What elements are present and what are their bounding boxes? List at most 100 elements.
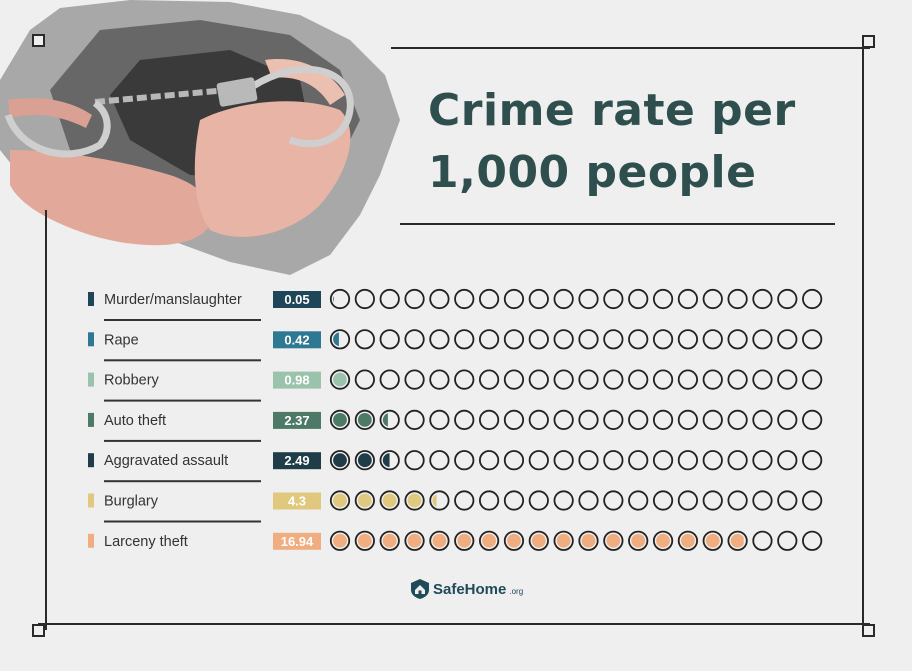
circle-outline <box>603 369 624 390</box>
circle-fill <box>382 493 397 508</box>
title-underline <box>400 223 835 225</box>
circle-outline <box>628 369 649 390</box>
row-separator <box>104 439 261 442</box>
circle-outline <box>478 490 500 511</box>
frame-corner-bl <box>32 624 45 637</box>
circle-outline <box>727 490 748 511</box>
circle-outline <box>702 369 723 390</box>
circle-outline <box>404 409 425 430</box>
circle-fill <box>357 453 372 468</box>
circle-outline <box>752 409 773 430</box>
circle-outline <box>702 490 723 511</box>
category-label: Murder/manslaughter <box>104 292 242 308</box>
circle-outline <box>503 329 525 350</box>
circle-outline <box>379 450 400 471</box>
circle-outline <box>454 409 475 430</box>
circle-outline <box>677 530 699 551</box>
circle-outline <box>553 329 574 350</box>
circle-outline <box>777 530 798 551</box>
circle-outline <box>777 490 798 511</box>
value-badge <box>273 532 321 550</box>
legend-swatch <box>88 453 94 468</box>
circle-fill <box>531 533 546 548</box>
category-label: Auto theft <box>104 413 166 429</box>
circle-outline <box>702 288 723 310</box>
circle-outline <box>404 530 425 551</box>
circle-outline <box>702 329 723 350</box>
circle-outline <box>628 329 649 350</box>
circle-outline <box>802 490 823 511</box>
circle-outline <box>379 530 400 551</box>
circle-outline <box>603 450 624 471</box>
circle-outline <box>578 490 599 511</box>
circle-outline <box>652 530 674 551</box>
frame-corner-br <box>862 624 875 637</box>
circle-outline <box>404 490 425 511</box>
circle-outline <box>777 329 798 350</box>
circle-partial-fill <box>382 413 388 427</box>
circle-fill <box>357 413 372 427</box>
circle-outline <box>628 409 649 430</box>
circle-outline <box>454 490 475 511</box>
row-separator <box>104 520 261 523</box>
circle-partial-fill <box>382 453 390 468</box>
circle-outline <box>503 369 525 390</box>
legend-swatch <box>88 533 94 548</box>
circle-outline <box>553 530 574 551</box>
circle-outline <box>354 490 375 511</box>
circle-outline <box>727 369 748 390</box>
circle-outline <box>528 450 549 471</box>
circle-outline <box>727 450 748 471</box>
circle-outline <box>702 530 723 551</box>
legend-swatch <box>88 412 94 427</box>
circle-fill <box>631 533 646 548</box>
circle-outline <box>578 409 599 430</box>
frame-bottom <box>38 623 870 625</box>
circle-outline <box>404 450 425 471</box>
chart-title: Crime rate per 1,000 people <box>428 80 868 204</box>
circle-outline <box>652 329 674 350</box>
circle-outline <box>429 369 450 390</box>
circle-partial-fill <box>730 533 744 548</box>
value-label: 0.98 <box>284 373 309 388</box>
value-badge <box>273 411 321 429</box>
circle-outline <box>379 329 400 350</box>
circle-outline <box>727 288 748 310</box>
circle-outline <box>478 409 500 430</box>
circle-fill <box>681 533 695 548</box>
circle-outline <box>503 530 525 551</box>
house-shield-icon <box>411 579 429 599</box>
circle-outline <box>379 409 400 430</box>
circle-outline <box>802 369 823 390</box>
circle-outline <box>578 288 599 310</box>
frame-right <box>862 47 864 630</box>
circle-outline <box>677 490 699 511</box>
circle-outline <box>329 288 351 310</box>
circle-outline <box>777 288 798 310</box>
circle-outline <box>429 288 450 310</box>
circle-outline <box>652 409 674 430</box>
circle-outline <box>528 329 549 350</box>
frame-left <box>45 210 47 630</box>
circle-fill <box>333 413 347 427</box>
circle-outline <box>652 369 674 390</box>
circle-outline <box>528 369 549 390</box>
circle-outline <box>677 450 699 471</box>
circle-outline <box>329 369 351 390</box>
circle-fill <box>333 493 347 508</box>
circle-outline <box>578 530 599 551</box>
circle-outline <box>677 369 699 390</box>
circle-fill <box>407 493 422 508</box>
frame-corner-tl <box>32 34 45 47</box>
value-badge <box>273 291 321 308</box>
circle-outline <box>603 288 624 310</box>
row-separator <box>104 359 261 362</box>
circle-outline <box>454 329 475 350</box>
brand-logo: SafeHome .org <box>410 578 523 600</box>
legend-swatch <box>88 332 94 347</box>
circle-outline <box>553 369 574 390</box>
value-badge <box>273 492 321 510</box>
handcuffs-photo <box>0 0 400 275</box>
circle-outline <box>677 409 699 430</box>
value-label: 4.3 <box>288 494 306 509</box>
